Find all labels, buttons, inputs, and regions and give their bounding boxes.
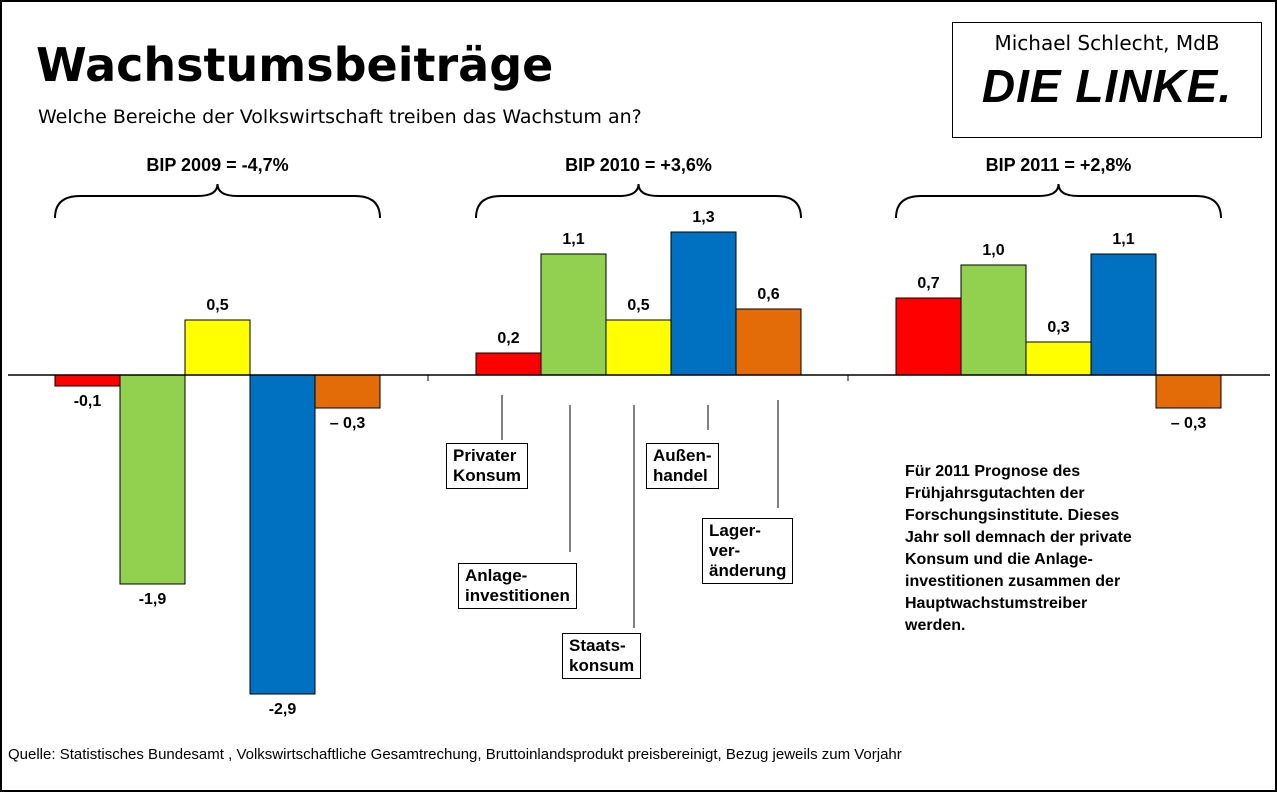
data-label: 1,1 [1112, 231, 1134, 248]
bar [1090, 253, 1157, 376]
chart-title: Wachstumsbeiträge [36, 38, 554, 92]
series-label: Lager- ver- änderung [702, 518, 794, 584]
bar [119, 374, 186, 585]
series-label: Außen- handel [646, 443, 719, 489]
category-label: BIP 2009 = -4,7% [146, 155, 288, 175]
bar [540, 253, 607, 376]
data-label: 0,6 [757, 286, 779, 303]
brace [54, 183, 381, 219]
data-label: – 0,3 [330, 415, 366, 432]
category-label: BIP 2010 = +3,6% [565, 155, 712, 175]
data-label: 0,3 [1047, 319, 1069, 336]
bar [735, 308, 802, 376]
bar [1155, 374, 1222, 409]
brace [475, 183, 802, 219]
bar [249, 374, 316, 695]
data-label: – 0,3 [1171, 415, 1207, 432]
series-label: Anlage- investitionen [458, 563, 577, 609]
source: Quelle: Statistisches Bundesamt , Volksw… [8, 746, 902, 763]
data-label: 0,7 [917, 275, 939, 292]
data-label: -2,9 [269, 701, 297, 718]
series-label: Staats- konsum [562, 633, 642, 679]
data-label: 1,1 [562, 231, 584, 248]
chart-subtitle: Welche Bereiche der Volkswirtschaft trei… [38, 106, 642, 128]
brace [895, 183, 1222, 219]
data-label: -0,1 [74, 393, 102, 410]
bar [54, 374, 121, 387]
bar [1025, 341, 1092, 376]
bar [895, 297, 962, 376]
data-label: 0,5 [627, 297, 649, 314]
data-label: 0,5 [206, 297, 228, 314]
annotation: Für 2011 Prognose des Frühjahrsgutachten… [905, 463, 1132, 634]
logo: Michael Schlecht, MdB DIE LINKE. [952, 22, 1262, 138]
bar [605, 319, 672, 376]
bar [314, 374, 381, 409]
data-label: -1,9 [139, 591, 167, 608]
bar [184, 319, 251, 376]
bar [670, 231, 737, 376]
logo-party: DIE LINKE. [981, 60, 1233, 112]
logo-author: Michael Schlecht, MdB [994, 31, 1220, 55]
data-label: 1,0 [982, 242, 1004, 259]
data-label: 1,3 [692, 209, 714, 226]
bar [960, 264, 1027, 376]
data-label: 0,2 [497, 330, 519, 347]
category-label: BIP 2011 = +2,8% [986, 155, 1132, 175]
bar [475, 352, 542, 376]
series-label: Privater Konsum [446, 443, 528, 489]
